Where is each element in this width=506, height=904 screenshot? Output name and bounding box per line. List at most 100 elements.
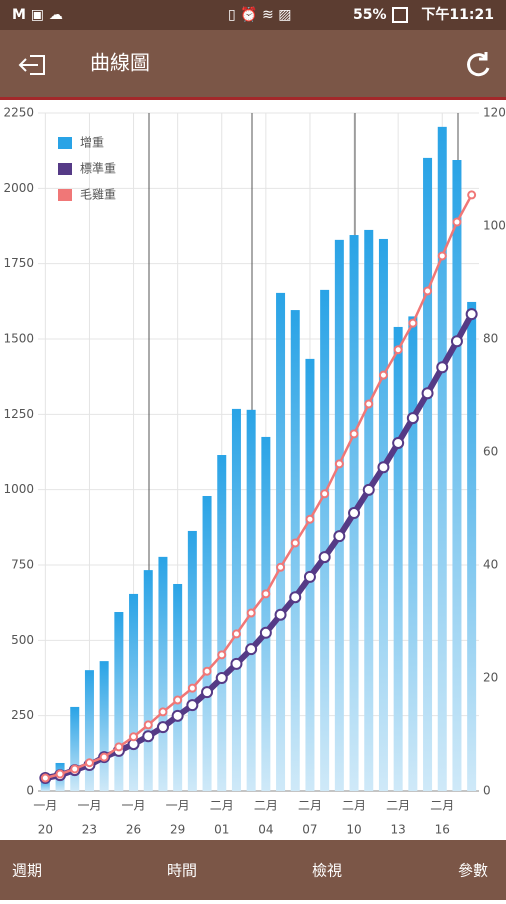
x-tick-label: 13 (391, 823, 406, 837)
nav-item[interactable]: 參數 (458, 862, 488, 880)
bar (423, 157, 433, 791)
battery-text: 55% (353, 7, 387, 23)
point (55, 769, 65, 779)
bar (70, 706, 80, 791)
y2-tick-label: 100 (483, 219, 506, 233)
x-tick-label: 01 (214, 823, 229, 837)
point (421, 387, 434, 400)
point (201, 686, 214, 699)
bar (40, 778, 50, 791)
point (217, 650, 227, 660)
x-tick-label: 07 (302, 823, 317, 837)
y-tick-label: 2250 (3, 106, 34, 120)
point (246, 608, 256, 618)
point (261, 589, 271, 599)
point (334, 459, 344, 469)
y-tick-label: 1250 (3, 407, 34, 421)
x-tick-month: 二月 (386, 799, 410, 813)
bar (143, 570, 153, 791)
x-tick-label: 26 (126, 823, 141, 837)
refresh-button[interactable] (467, 52, 490, 77)
bar (276, 292, 286, 791)
back-button[interactable] (18, 55, 45, 75)
bottom-nav (0, 840, 506, 900)
point (99, 752, 109, 762)
x-tick-label: 16 (435, 823, 450, 837)
point (318, 551, 331, 564)
x-tick-month: 二月 (430, 799, 454, 813)
y2-tick-label: 20 (483, 671, 498, 685)
point (84, 758, 94, 768)
point (142, 730, 155, 743)
point (364, 399, 374, 409)
point (450, 335, 463, 348)
toolbar (0, 30, 506, 98)
bar (261, 436, 271, 791)
point (215, 672, 228, 684)
nav-item[interactable]: 時間 (167, 862, 197, 880)
y-tick-label: 750 (11, 558, 34, 572)
toolbar-title: 曲線圖 (90, 51, 150, 75)
y-tick-label: 1000 (3, 482, 34, 496)
x-tick-month: 二月 (254, 799, 278, 813)
point (186, 699, 199, 712)
point (406, 412, 419, 425)
point (392, 436, 405, 449)
x-tick-month: 二月 (210, 799, 234, 813)
bar (217, 455, 227, 791)
x-tick-month: 二月 (342, 799, 366, 813)
nav-item[interactable]: 檢視 (312, 862, 342, 880)
legend-swatch (58, 163, 72, 175)
x-tick-month: 二月 (298, 799, 322, 813)
toolbar-divider (0, 97, 506, 100)
bar (99, 661, 109, 791)
bar (114, 612, 124, 791)
y-tick-label: 1750 (3, 256, 34, 270)
point (348, 507, 361, 520)
point (377, 461, 390, 474)
point (171, 709, 184, 722)
x-tick-label: 29 (170, 823, 185, 837)
point (437, 251, 447, 261)
x-tick-label: 10 (346, 823, 361, 837)
point (259, 626, 272, 639)
bar (187, 530, 197, 791)
point (289, 591, 302, 604)
nav-item[interactable]: 週期 (12, 862, 42, 880)
point (173, 695, 183, 705)
clock: 下午11:21 (421, 6, 494, 23)
y2-tick-label: 120 (483, 106, 506, 120)
bar (364, 229, 374, 791)
point (276, 562, 286, 572)
bar (129, 593, 139, 791)
point (230, 657, 243, 670)
point (305, 514, 315, 524)
x-tick-month: 一月 (33, 799, 57, 813)
legend-swatch (58, 189, 72, 201)
x-tick-month: 一月 (77, 799, 101, 813)
y-tick-label: 500 (11, 633, 34, 647)
status-bar (0, 0, 506, 30)
x-tick-label: 20 (38, 823, 53, 837)
point (423, 286, 433, 296)
point (436, 361, 449, 374)
point (362, 483, 375, 496)
point (408, 318, 418, 328)
bar (158, 556, 168, 791)
bar (437, 126, 447, 792)
y-tick-label: 2000 (3, 181, 34, 195)
point (187, 683, 197, 693)
point (393, 345, 403, 355)
plot: 0 250 500 750 1000 1250 1500 1750 2000 2250 0 20 40 6… (3, 106, 505, 837)
legend-label: 標準重 (80, 161, 116, 176)
point (333, 530, 346, 543)
x-tick-label: 04 (258, 823, 273, 837)
y-tick-label: 250 (11, 708, 34, 722)
y-tick-label: 0 (26, 784, 34, 798)
bar (290, 310, 300, 791)
bar (378, 238, 388, 791)
bar (467, 301, 477, 791)
point (303, 570, 316, 583)
bar (408, 316, 418, 791)
